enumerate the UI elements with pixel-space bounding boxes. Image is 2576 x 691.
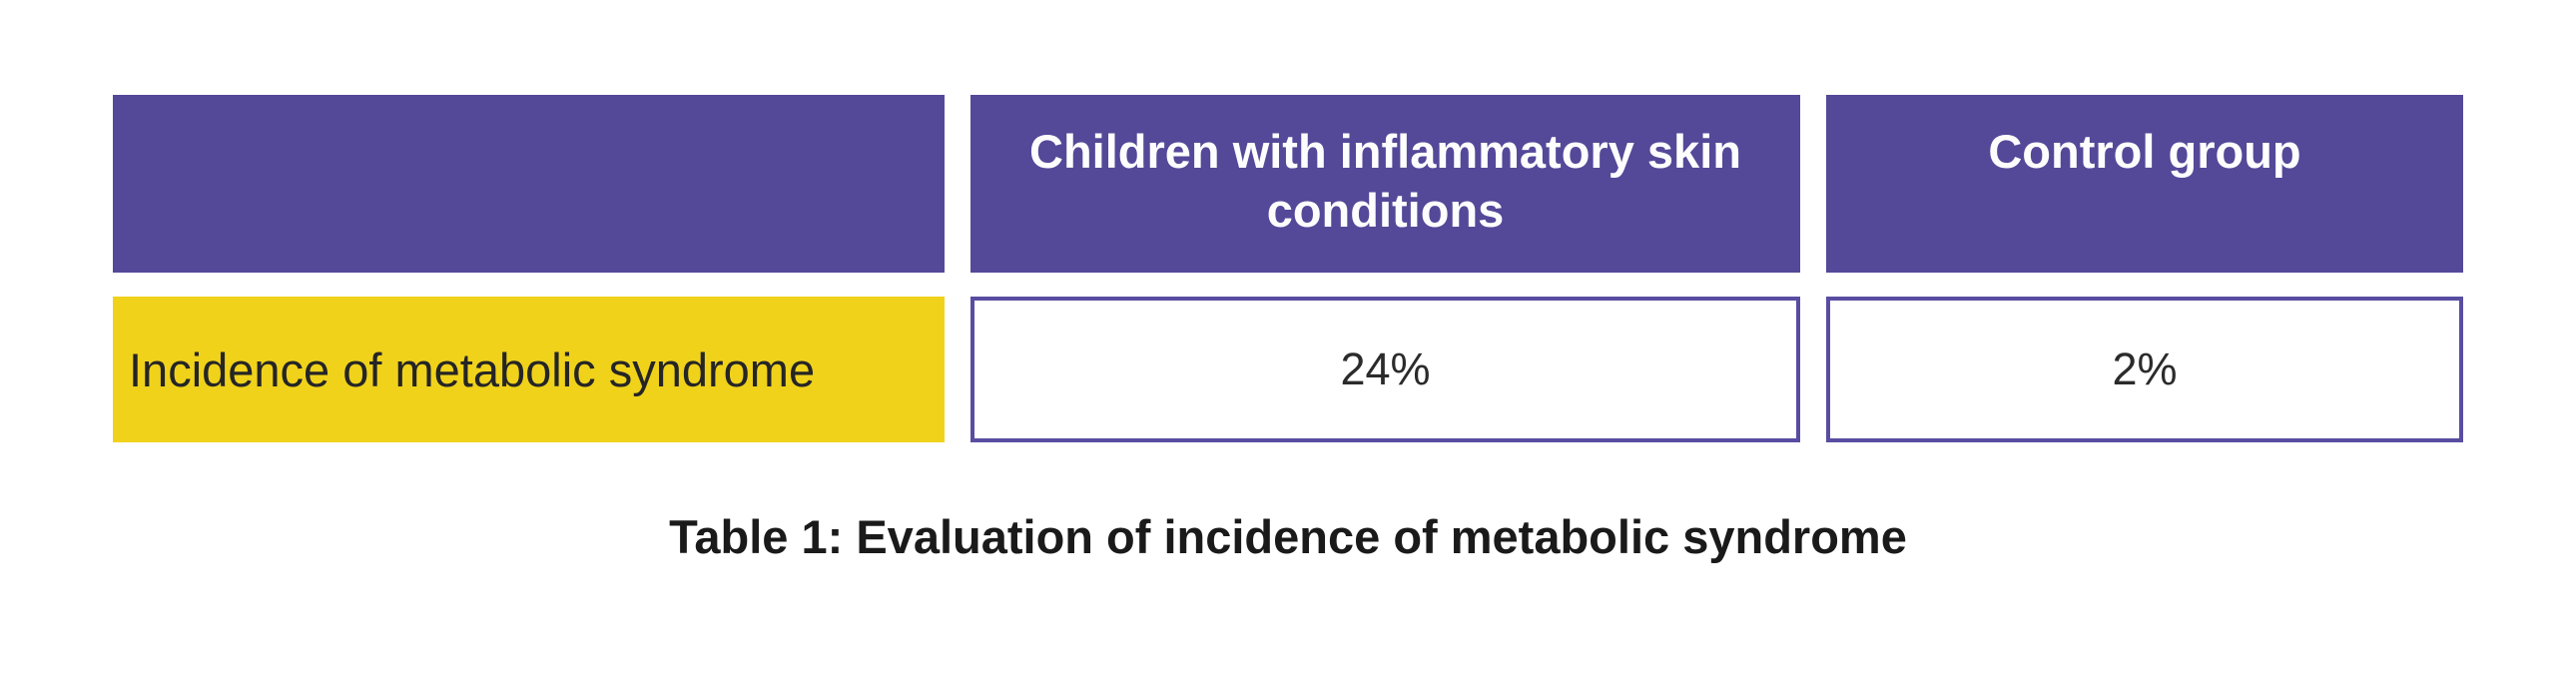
header-cell-control-group: Control group — [1826, 95, 2463, 273]
value-cell-control-group: 2% — [1826, 297, 2463, 442]
table-header-row: Children with inflammatory skin conditio… — [113, 95, 2463, 273]
value-cell-inflammatory-group: 24% — [970, 297, 1800, 442]
row-label-cell: Incidence of metabolic syndrome — [113, 297, 945, 442]
table-caption: Table 1: Evaluation of incidence of meta… — [669, 510, 1907, 563]
data-table: Children with inflammatory skin conditio… — [113, 95, 2463, 442]
header-cell-empty — [113, 95, 945, 273]
table-data-row: Incidence of metabolic syndrome 24% 2% — [113, 297, 2463, 442]
header-cell-inflammatory-group: Children with inflammatory skin conditio… — [970, 95, 1800, 273]
